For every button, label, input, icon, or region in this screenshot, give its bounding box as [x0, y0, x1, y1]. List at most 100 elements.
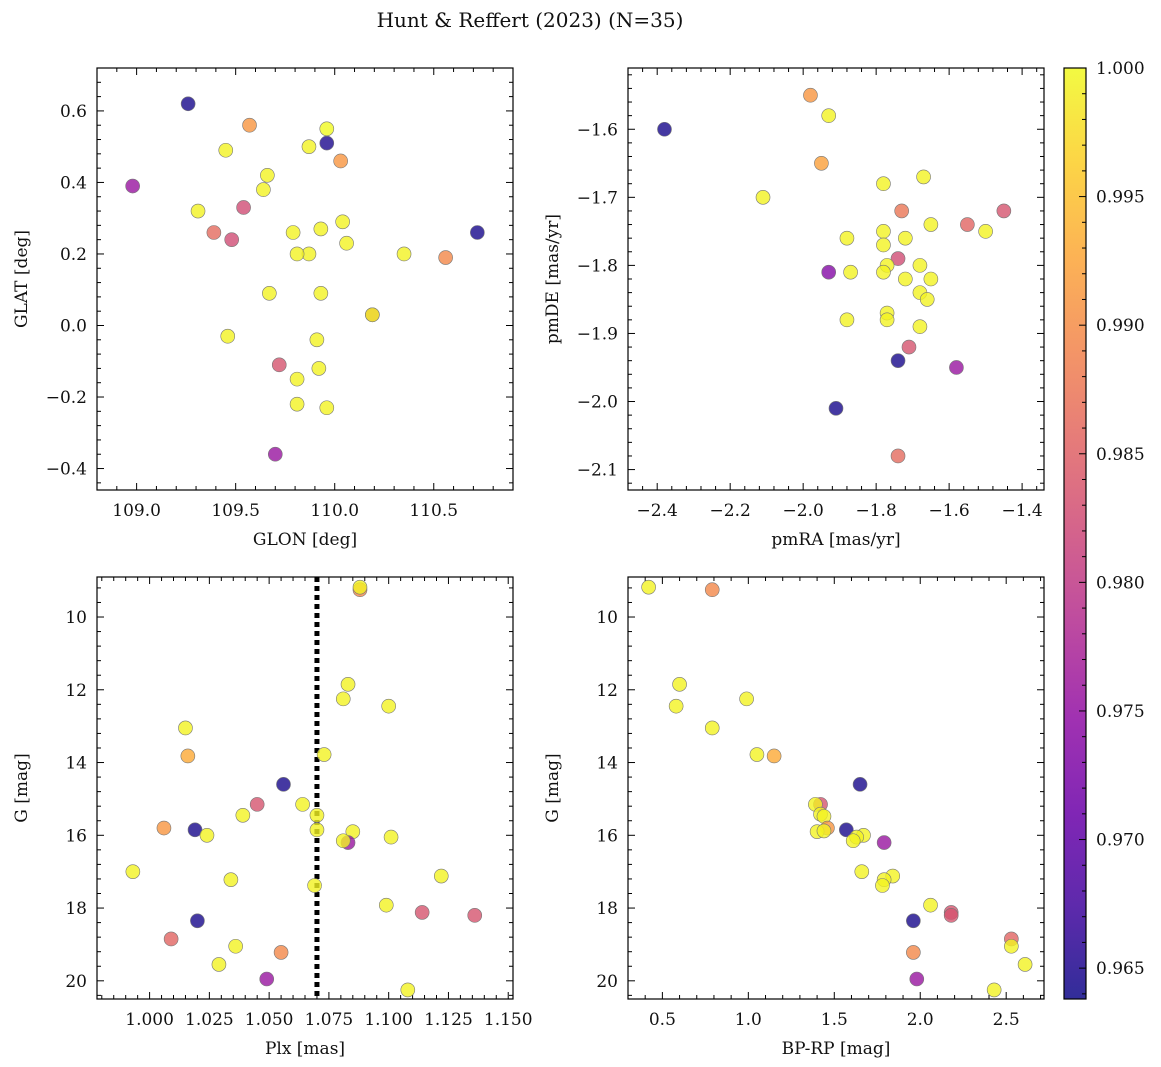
scatter-points: [125, 96, 485, 462]
scatter-point: [309, 807, 325, 823]
scatter-point: [996, 203, 1012, 219]
x-tick-label: −2.2: [710, 501, 751, 521]
scatter-point: [949, 360, 964, 375]
scatter-point: [919, 292, 935, 307]
y-tick-label: 0.6: [60, 102, 87, 122]
y-tick-label: 0.4: [60, 173, 87, 193]
scatter-point: [894, 203, 909, 219]
y-axis-label: G [mag]: [12, 753, 32, 822]
scatter-point: [125, 864, 141, 879]
scatter-point: [381, 698, 396, 714]
scatter-point: [943, 908, 959, 923]
scatter-point: [178, 720, 193, 736]
scatter-point: [816, 823, 832, 839]
colorbar-tick-label: 0.980: [1096, 573, 1145, 593]
y-tick-label: 16: [596, 826, 618, 846]
x-tick-label: 2.5: [993, 1010, 1020, 1030]
x-tick-label: −1.6: [928, 501, 969, 521]
scatter-point: [839, 822, 854, 838]
scatter-point: [218, 142, 234, 158]
y-axis-label: G [mag]: [543, 753, 563, 822]
y-axis-label: pmDE [mas/yr]: [543, 214, 563, 344]
y-tick-label: 10: [65, 608, 87, 628]
panel-plx-g: 1.000 1.025 1.050 1.075 1.100 1.125 1.150 10 12 1…: [12, 576, 533, 1059]
y-tick-label: 12: [596, 681, 618, 701]
x-tick-label: 109.5: [211, 501, 260, 521]
y-tick-label: 18: [596, 899, 618, 919]
scatter-point: [340, 677, 356, 692]
scatter-point: [704, 720, 720, 736]
x-axis-label: pmRA [mas/yr]: [771, 530, 900, 550]
scatter-point: [916, 169, 931, 185]
figure-title: Hunt & Reffert (2023) (N=35): [377, 8, 684, 32]
y-tick-label: −1.9: [577, 324, 618, 344]
x-tick-label: 1.100: [364, 1010, 413, 1030]
scatter-point: [876, 224, 891, 239]
scatter-point: [267, 446, 283, 462]
scatter-point: [271, 357, 287, 373]
scatter-point: [923, 217, 939, 232]
colorbar-tick-label: 0.975: [1096, 702, 1145, 722]
scatter-point: [1017, 957, 1033, 972]
scatter-point: [672, 677, 687, 692]
scatter-point: [876, 237, 891, 253]
scatter-point: [313, 286, 329, 301]
scatter-point: [803, 87, 818, 103]
scatter-point: [845, 833, 861, 849]
colorbar-tick-label: 1.000: [1096, 59, 1145, 79]
scatter-point: [668, 698, 684, 714]
x-axis-label: Plx [mas]: [265, 1039, 345, 1059]
scatter-point: [187, 822, 203, 838]
scatter-point: [289, 246, 305, 262]
scatter-point: [224, 232, 240, 247]
scatter-point: [909, 971, 925, 987]
scatter-point: [912, 258, 928, 273]
scatter-point: [821, 108, 837, 123]
scatter-point: [256, 182, 271, 197]
scatter-point: [923, 897, 938, 913]
panel-bprp-g: 0.5 1.0 1.5 2.0 2.5 10 12 14 16 18 20 BP-RP [mag] G …: [543, 576, 1045, 1059]
y-tick-label: −2.0: [577, 393, 618, 413]
scatter-point: [313, 221, 329, 237]
scatter-point: [236, 200, 251, 215]
axes-frame: [96, 67, 514, 491]
x-tick-label: 1.0: [735, 1010, 762, 1030]
scatter-point: [814, 155, 829, 171]
scatter-point: [839, 312, 855, 328]
scatter-point: [289, 371, 305, 387]
scatter-point: [890, 353, 906, 368]
scatter-point: [156, 820, 172, 836]
scatter-point: [333, 153, 348, 169]
scatter-point: [383, 829, 399, 845]
scatter-point: [319, 400, 335, 416]
y-tick-label: 0.2: [60, 245, 87, 265]
scatter-point: [978, 224, 993, 239]
scatter-point: [190, 913, 205, 929]
scatter-point: [739, 691, 754, 707]
scatter-point: [821, 264, 837, 280]
x-axis-label: BP-RP [mag]: [782, 1039, 891, 1059]
scatter-point: [220, 328, 236, 344]
y-tick-label: 20: [65, 972, 87, 992]
scatter-point: [228, 938, 243, 954]
x-tick-label: 1.050: [245, 1010, 294, 1030]
scatter-point: [749, 747, 765, 762]
scatter-point: [319, 121, 335, 137]
y-tick-label: −1.8: [577, 256, 618, 276]
scatter-point: [335, 214, 350, 230]
scatter-point: [260, 167, 275, 183]
y-tick-label: 14: [65, 754, 87, 774]
scatter-point: [912, 319, 928, 334]
y-tick-label: 10: [596, 608, 618, 628]
x-tick-label: 1.075: [305, 1010, 354, 1030]
scatter-point: [890, 448, 906, 464]
colorbar: 0.965 0.970 0.975 0.980 0.985 0.990 0.995 1.000: [1063, 59, 1145, 1000]
scatter-point: [414, 905, 430, 920]
scatter-point: [1004, 938, 1019, 954]
colorbar-tick-label: 0.970: [1096, 831, 1145, 851]
y-tick-label: 14: [596, 754, 618, 774]
y-tick-label: 12: [65, 681, 87, 701]
x-tick-label: 1.150: [484, 1010, 533, 1030]
scatter-point: [890, 251, 906, 266]
